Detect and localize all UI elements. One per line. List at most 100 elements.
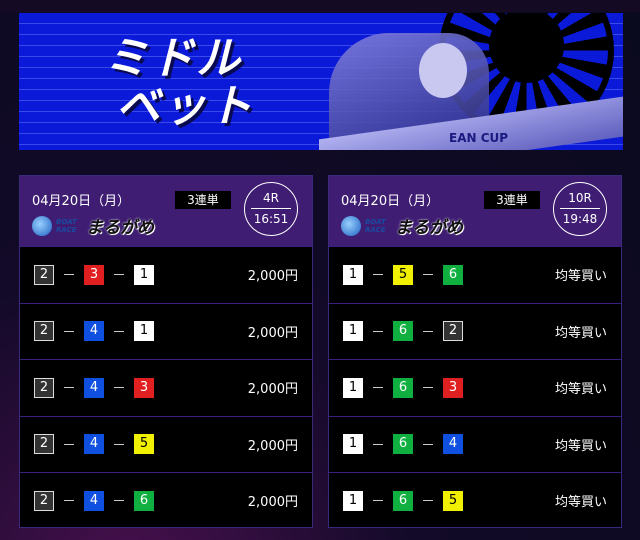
- bet-amount: 2,000円: [247, 495, 298, 511]
- helmet-graphic: [419, 43, 467, 98]
- boat-number: 5: [393, 264, 413, 285]
- boat-number: 6: [134, 490, 154, 511]
- bet-row: 2 4 5 2,000円: [20, 415, 312, 473]
- boat-number: 6: [393, 490, 413, 511]
- bet-row: 1 6 4 均等買い: [329, 415, 621, 473]
- bet-amount: 2,000円: [247, 382, 298, 398]
- bet-type-badge: 3連単: [484, 191, 540, 209]
- bet-row: 1 6 2 均等買い: [329, 302, 621, 360]
- wheel-hub: [489, 13, 564, 83]
- boat-number: 5: [443, 490, 463, 511]
- boat-number: 1: [343, 321, 363, 342]
- boat-number: 2: [34, 264, 54, 285]
- dash-separator: [423, 500, 433, 502]
- race-date: 04月20日（月）: [341, 194, 440, 209]
- bet-row: 1 6 5 均等買い: [329, 472, 621, 529]
- boat-number: 2: [34, 490, 54, 511]
- dash-separator: [373, 274, 383, 276]
- dash-separator: [373, 387, 383, 389]
- boat-number: 5: [134, 434, 154, 455]
- boatrace-logo-icon: [32, 215, 52, 236]
- bet-amount: 均等買い: [554, 325, 607, 341]
- boat-number: 1: [343, 377, 363, 398]
- bet-amount: 均等買い: [554, 438, 607, 454]
- top-bar: [0, 0, 640, 12]
- bet-row: 2 3 1 2,000円: [20, 246, 312, 303]
- boat-text: EAN CUP: [449, 131, 509, 145]
- bet-row: 2 4 1 2,000円: [20, 302, 312, 360]
- dash-separator: [423, 443, 433, 445]
- boat-number: 2: [443, 321, 463, 342]
- boat-number: 1: [134, 264, 154, 285]
- boat-number: 3: [134, 377, 154, 398]
- boat-number: 3: [84, 264, 104, 285]
- logo-brand: BOAT RACE: [56, 217, 77, 234]
- dash-separator: [373, 500, 383, 502]
- boat-number: 3: [443, 377, 463, 398]
- dash-separator: [64, 274, 74, 276]
- bet-amount: 均等買い: [554, 495, 607, 511]
- boat-number: 4: [443, 434, 463, 455]
- card-header: 04月20日（月） 3連単 BOAT RACE まるがめ 10R 19:48: [329, 176, 621, 246]
- venue-logo: BOAT RACE まるがめ: [341, 213, 463, 238]
- dash-separator: [373, 330, 383, 332]
- bet-amount: 均等買い: [554, 269, 607, 285]
- bet-card: 04月20日（月） 3連単 BOAT RACE まるがめ 10R 19:48 1 5 6…: [328, 175, 622, 528]
- bet-row: 2 4 6 2,000円: [20, 472, 312, 529]
- race-date: 04月20日（月）: [32, 194, 131, 209]
- venue-name: まるがめ: [86, 218, 154, 238]
- race-badge: 4R 16:51: [244, 182, 298, 236]
- boat-number: 6: [393, 321, 413, 342]
- dash-separator: [114, 274, 124, 276]
- boat-number: 4: [84, 321, 104, 342]
- banner-title-line2: ベット: [116, 81, 254, 132]
- dash-separator: [114, 387, 124, 389]
- race-badge: 10R 19:48: [553, 182, 607, 236]
- dash-separator: [64, 500, 74, 502]
- race-time: 19:48: [562, 212, 598, 226]
- bet-row: 2 4 3 2,000円: [20, 359, 312, 416]
- dash-separator: [423, 274, 433, 276]
- bet-row: 1 6 3 均等買い: [329, 359, 621, 416]
- dash-separator: [64, 443, 74, 445]
- card-header: 04月20日（月） 3連単 BOAT RACE まるがめ 4R 16:51: [20, 176, 312, 246]
- bet-type-badge: 3連単: [175, 191, 231, 209]
- dash-separator: [423, 387, 433, 389]
- boat-number: 1: [343, 490, 363, 511]
- bet-amount: 均等買い: [554, 382, 607, 398]
- dash-separator: [114, 500, 124, 502]
- race-time: 16:51: [253, 212, 289, 226]
- bet-amount: 2,000円: [247, 438, 298, 454]
- boat-number: 2: [34, 377, 54, 398]
- bet-row: 1 5 6 均等買い: [329, 246, 621, 303]
- race-number: 10R: [568, 191, 592, 205]
- dash-separator: [373, 443, 383, 445]
- boat-number: 4: [84, 377, 104, 398]
- logo-brand: BOAT RACE: [365, 217, 386, 234]
- banner-title: ミドル ベット: [104, 35, 254, 131]
- dash-separator: [114, 443, 124, 445]
- boat-number: 6: [393, 434, 413, 455]
- boat-number: 4: [84, 434, 104, 455]
- boat-number: 1: [134, 321, 154, 342]
- dash-separator: [64, 330, 74, 332]
- bet-amount: 2,000円: [247, 269, 298, 285]
- bet-amount: 2,000円: [247, 325, 298, 341]
- boat-number: 2: [34, 434, 54, 455]
- venue-logo: BOAT RACE まるがめ: [32, 213, 154, 238]
- boat-number: 1: [343, 434, 363, 455]
- boat-number: 6: [393, 377, 413, 398]
- boat-number: 4: [84, 490, 104, 511]
- banner-title-line1: ミドル: [104, 33, 242, 84]
- dash-separator: [64, 387, 74, 389]
- boat-number: 6: [443, 264, 463, 285]
- boatrace-logo-icon: [341, 215, 361, 236]
- boat-number: 1: [343, 264, 363, 285]
- race-number: 4R: [263, 191, 279, 205]
- dash-separator: [114, 330, 124, 332]
- venue-name: まるがめ: [395, 218, 463, 238]
- dash-separator: [423, 330, 433, 332]
- boat-number: 2: [34, 321, 54, 342]
- middle-bet-banner[interactable]: EAN CUP ミドル ベット: [19, 13, 623, 150]
